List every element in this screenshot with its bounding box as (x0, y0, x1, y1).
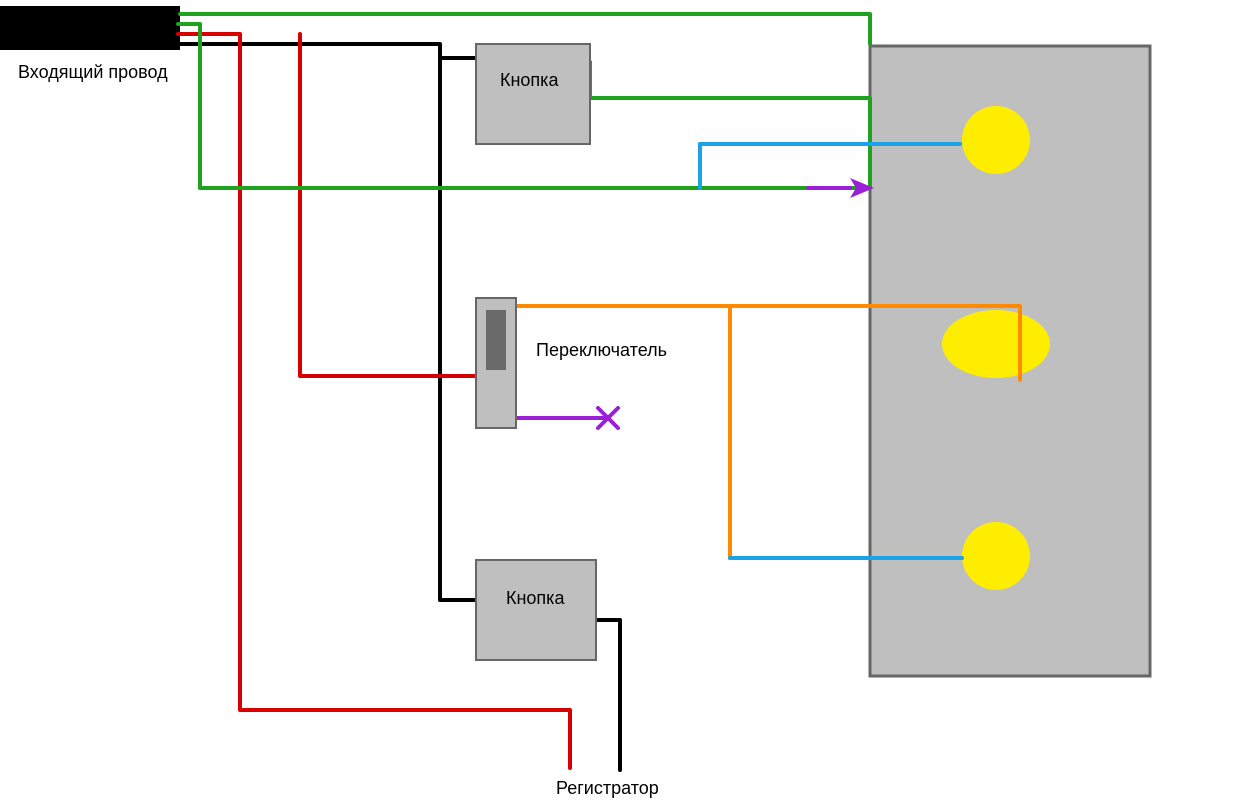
label-incoming-wire: Входящий провод (18, 62, 168, 82)
switch-knob (486, 310, 506, 370)
wire-black-to-recorder (596, 620, 620, 770)
label-recorder: Регистратор (556, 778, 659, 798)
indicator-lamp-middle (942, 310, 1050, 378)
label-button-bottom: Кнопка (506, 588, 565, 608)
button-top-box (476, 44, 590, 144)
wire-green-to-panel-top (180, 14, 870, 44)
indicator-lamp-top (962, 106, 1030, 174)
button-bottom-box (476, 560, 596, 660)
incoming-wire-plug (0, 6, 180, 50)
label-switch: Переключатель (536, 340, 667, 360)
wire-black-main (178, 44, 476, 600)
indicator-lamp-bottom (962, 522, 1030, 590)
label-button-top: Кнопка (500, 70, 559, 90)
wire-red-to-switch (300, 34, 476, 376)
